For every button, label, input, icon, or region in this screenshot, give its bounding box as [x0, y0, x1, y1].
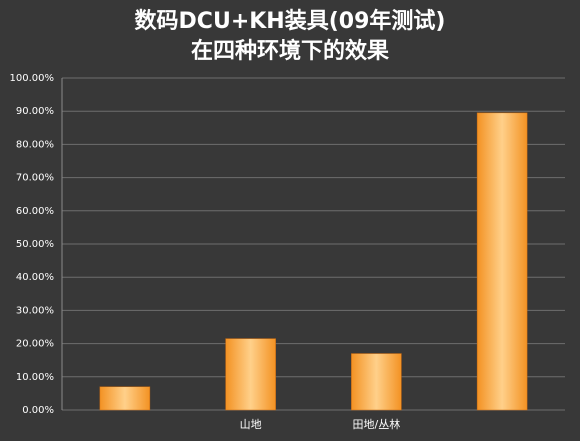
bar	[476, 112, 528, 411]
y-tick-label: 60.00%	[16, 206, 54, 217]
bar	[225, 338, 276, 411]
chart-subtitle: 在四种环境下的效果	[191, 38, 389, 64]
y-tick-label: 40.00%	[16, 272, 54, 283]
y-tick-label: 80.00%	[16, 139, 54, 150]
y-tick-label: 70.00%	[16, 173, 54, 184]
bar	[99, 386, 151, 411]
y-tick-label: 0.00%	[22, 405, 54, 416]
y-tick-label: 10.00%	[16, 372, 54, 383]
y-tick-label: 50.00%	[16, 239, 54, 250]
y-tick-label: 90.00%	[16, 106, 54, 117]
x-tick-label: 田地/丛林	[353, 417, 401, 431]
y-tick-label: 100.00%	[10, 73, 55, 84]
bar	[351, 353, 402, 411]
y-tick-label: 20.00%	[16, 339, 54, 350]
chart-title: 数码DCU+KH装具(09年测试)	[135, 8, 446, 34]
y-tick-label: 30.00%	[16, 305, 54, 316]
x-tick-label: 山地	[240, 418, 262, 431]
